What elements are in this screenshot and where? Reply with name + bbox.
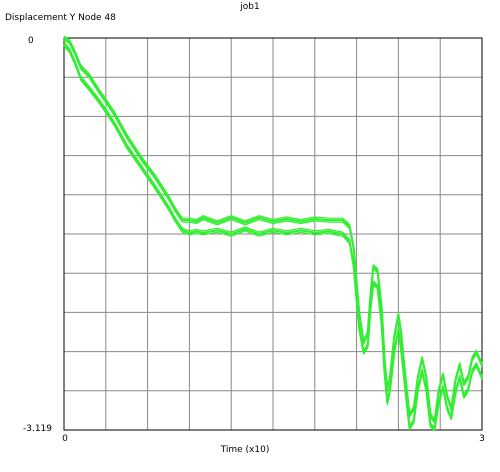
series-1-line [63, 39, 483, 424]
x-tick-label-right: 3 [479, 434, 485, 444]
grid-lines [64, 38, 482, 430]
plot-frame [63, 37, 483, 431]
y-tick-label-top: 0 [28, 36, 34, 46]
chart-title: job1 [240, 2, 260, 12]
y-axis-label: Displacement Y Node 48 [5, 13, 116, 23]
series-2-line [63, 45, 483, 432]
series-group [63, 35, 484, 432]
x-axis-label: Time (x10) [220, 445, 270, 455]
x-tick-label-left: 0 [62, 434, 68, 444]
y-tick-label-bottom: -3.119 [23, 424, 52, 434]
